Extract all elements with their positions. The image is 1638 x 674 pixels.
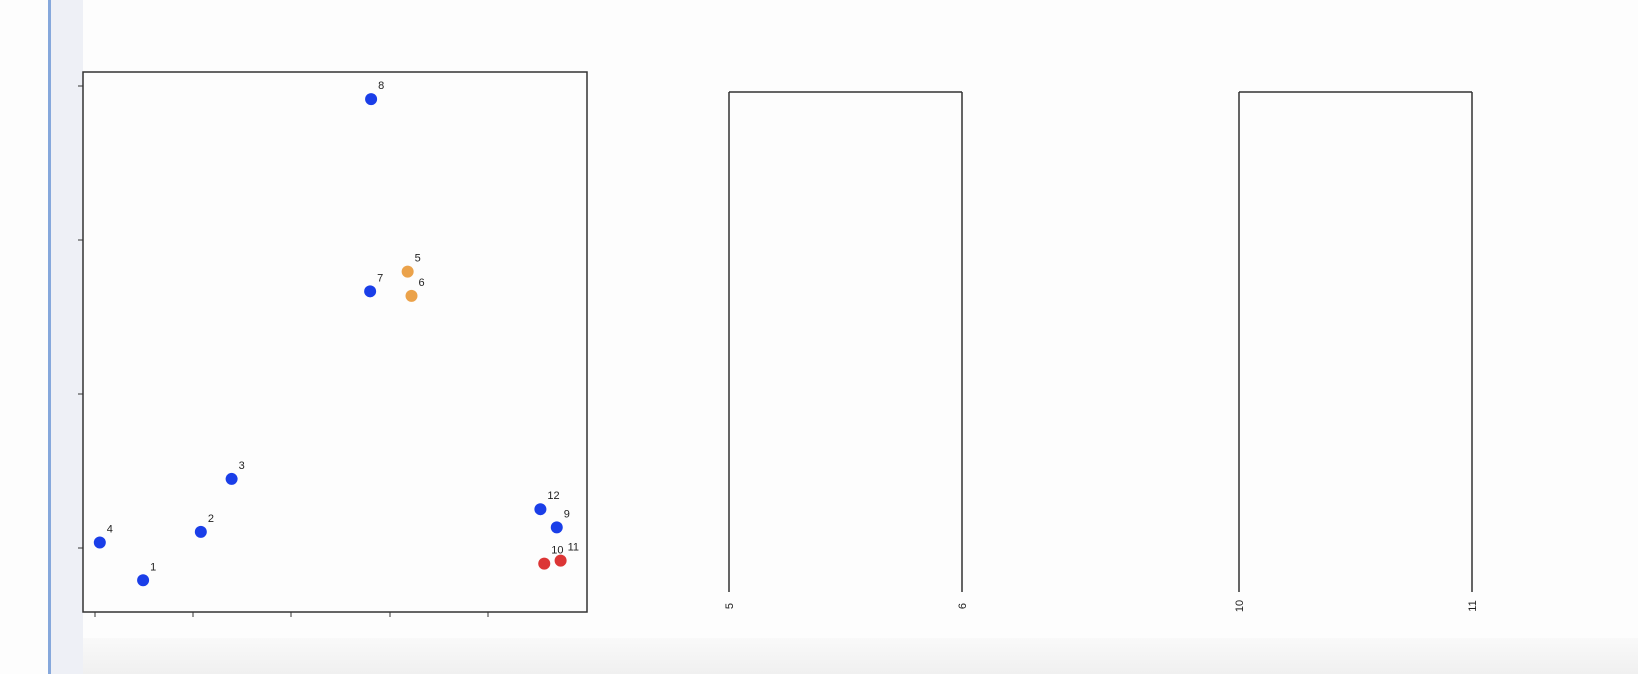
- point-label-2: 2: [208, 513, 214, 525]
- leaf-label-6: 6: [957, 603, 969, 609]
- bottom-band: [83, 638, 1638, 674]
- point-label-5: 5: [415, 253, 421, 265]
- point-label-3: 3: [239, 460, 245, 472]
- point-label-7: 7: [377, 272, 383, 284]
- leaf-label-5: 5: [724, 603, 736, 609]
- left-accent-bar: [48, 0, 51, 674]
- point-label-8: 8: [378, 80, 384, 92]
- scatter-point-4: [93, 536, 106, 549]
- scatter-point-5: [401, 265, 414, 278]
- leaf-label-10: 10: [1234, 600, 1246, 612]
- point-label-12: 12: [547, 490, 559, 502]
- scatter-point-3: [225, 472, 238, 485]
- left-margin: [0, 0, 48, 674]
- scatter-point-6: [405, 289, 418, 302]
- left-side-panel: [51, 0, 83, 674]
- plot-frame: [82, 71, 588, 613]
- point-label-4: 4: [107, 523, 113, 535]
- point-label-1: 1: [150, 561, 156, 573]
- point-label-11: 11: [568, 542, 579, 554]
- scatter-point-2: [194, 525, 207, 538]
- point-label-10: 10: [551, 545, 563, 557]
- dendrogram-10-11: 10 11: [1234, 91, 1479, 612]
- scatter-point-7: [364, 285, 377, 298]
- scatter-point-12: [534, 503, 547, 516]
- point-label-6: 6: [418, 277, 424, 289]
- point-label-9: 9: [564, 508, 570, 520]
- scatter-point-1: [137, 574, 150, 587]
- scatter-point-10: [538, 557, 551, 570]
- leaf-label-11: 11: [1467, 600, 1479, 611]
- scatter-point-8: [365, 93, 378, 106]
- scatter-point-11: [554, 554, 567, 567]
- scatter-point-9: [550, 521, 563, 534]
